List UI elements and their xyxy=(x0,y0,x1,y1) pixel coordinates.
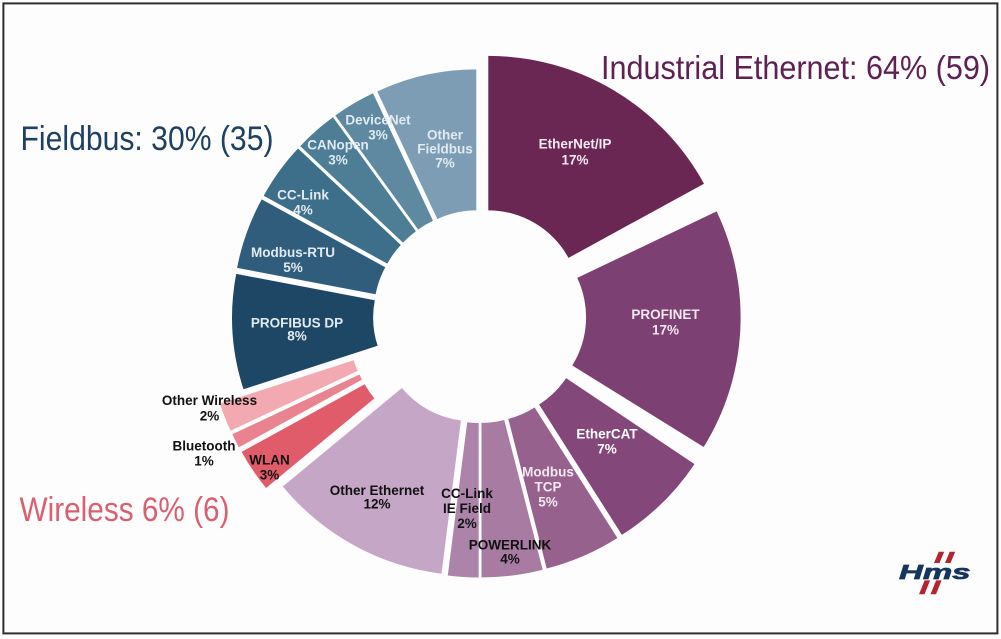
svg-text:Hms: Hms xyxy=(899,561,971,584)
svg-text:PROFIBUS DP8%: PROFIBUS DP 8% xyxy=(251,316,343,344)
svg-text:Fieldbus: 30% (35): Fieldbus: 30% (35) xyxy=(21,120,274,158)
svg-text:Wireless 6% (6): Wireless 6% (6) xyxy=(20,491,230,529)
svg-text:Industrial Ethernet: 64% (59): Industrial Ethernet: 64% (59) xyxy=(601,49,990,86)
